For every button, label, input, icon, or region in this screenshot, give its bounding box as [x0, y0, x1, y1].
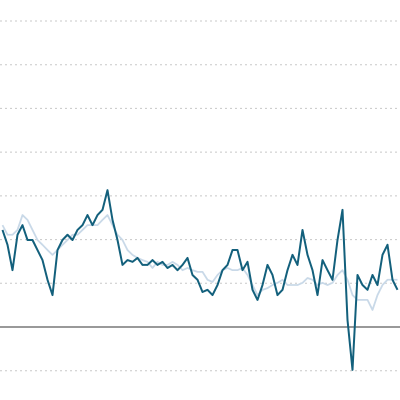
series-line: [1, 214, 398, 311]
series-line: [1, 189, 399, 371]
